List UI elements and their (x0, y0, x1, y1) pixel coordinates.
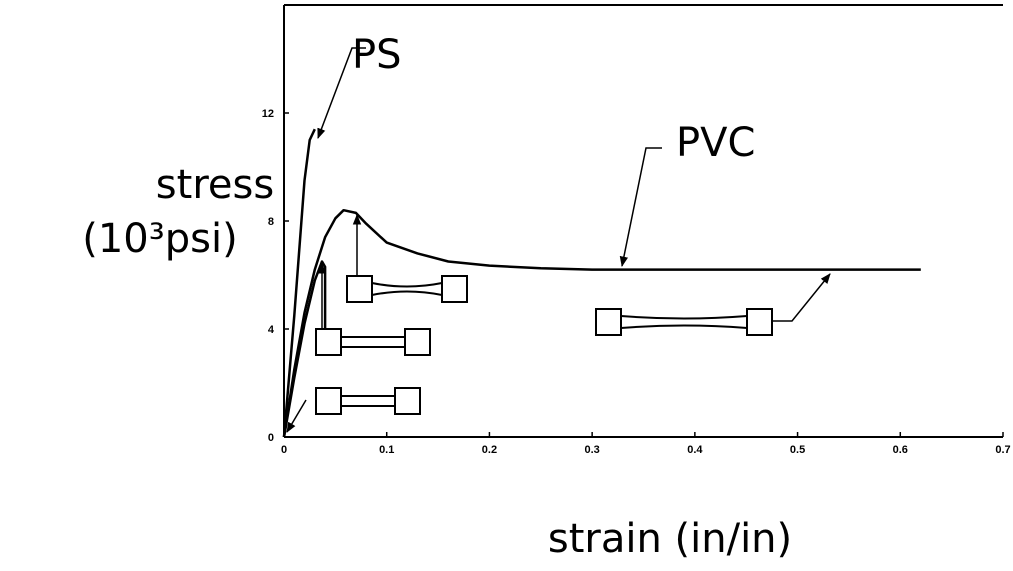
specimen-grip (394, 387, 421, 415)
leader-line (317, 47, 366, 139)
x-tick-label: 0 (281, 444, 287, 456)
y-axis-label: (10³psi) (82, 216, 238, 262)
x-tick-label: 0.6 (893, 444, 908, 456)
specimen-gauge (371, 282, 443, 296)
specimen-grip (315, 387, 342, 415)
specimen-gauge (340, 395, 395, 407)
x-tick-label: 0.1 (379, 444, 394, 456)
x-axis-label: strain (in/in) (548, 516, 792, 562)
x-tick-label: 0.2 (482, 444, 497, 456)
leader-line (619, 147, 662, 268)
y-tick-label: 0 (268, 432, 274, 444)
specimen-grip (404, 328, 431, 356)
x-tick-label: 0.3 (584, 444, 599, 456)
x-tick-label: 0.4 (687, 444, 703, 456)
y-tick-label: 4 (268, 324, 275, 336)
y-tick-label: 12 (262, 108, 274, 120)
series-line (282, 128, 316, 438)
x-tick-label: 0.7 (995, 444, 1010, 456)
specimen-grip (315, 328, 342, 356)
y-axis-label: stress (156, 162, 274, 208)
leader-line (772, 273, 831, 322)
specimen-gauge (620, 315, 748, 329)
series-label: PVC (676, 120, 755, 166)
y-tick-label: 8 (268, 216, 274, 228)
specimen-grip (595, 308, 622, 336)
series-label: PS (352, 32, 402, 78)
specimen-grip (746, 308, 773, 336)
specimen-grip (441, 275, 468, 303)
leader-line (286, 399, 307, 433)
series-line (282, 208, 921, 438)
x-tick-label: 0.5 (790, 444, 805, 456)
specimen-gauge (340, 336, 405, 349)
specimen-grip (346, 275, 373, 303)
